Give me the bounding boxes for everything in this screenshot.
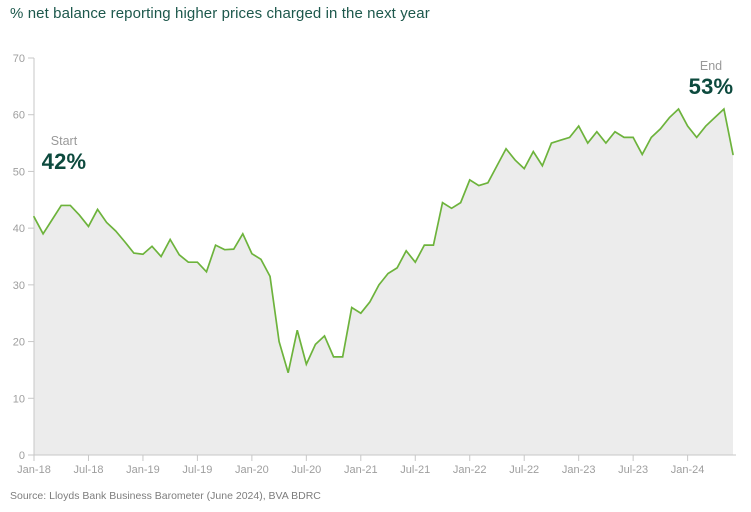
x-tick-label: Jul-23 xyxy=(618,464,648,476)
chart-title: % net balance reporting higher prices ch… xyxy=(10,5,430,22)
x-tick-label: Jul-22 xyxy=(509,464,539,476)
y-tick-label: 40 xyxy=(13,223,25,235)
x-tick-label: Jul-21 xyxy=(400,464,430,476)
y-tick-label: 70 xyxy=(13,53,25,65)
y-tick-label: 20 xyxy=(13,337,25,349)
x-tick-label: Jul-18 xyxy=(73,464,103,476)
x-tick-label: Jul-20 xyxy=(291,464,321,476)
start-annotation-value: 42% xyxy=(41,149,87,175)
x-tick-label: Jan-18 xyxy=(17,464,51,476)
y-tick-label: 60 xyxy=(13,110,25,122)
net-balance-area-chart: 0 10 20 30 40 50 60 70 Jan-18 Jul-18 Jan-19 Jul-19 J… xyxy=(13,53,736,476)
source-note: Source: Lloyds Bank Business Barometer (… xyxy=(10,490,321,502)
end-annotation-value: 53% xyxy=(688,74,734,100)
x-tick-label: Jan-24 xyxy=(671,464,705,476)
x-tick-label: Jul-19 xyxy=(182,464,212,476)
y-tick-label: 10 xyxy=(13,393,25,405)
start-annotation-label: Start xyxy=(50,134,78,148)
x-tick-label: Jan-22 xyxy=(453,464,487,476)
x-tick-label: Jan-19 xyxy=(126,464,160,476)
x-tick-label: Jan-20 xyxy=(235,464,269,476)
y-tick-label: 30 xyxy=(13,280,25,292)
x-tick-label: Jan-23 xyxy=(562,464,596,476)
x-tick-label: Jan-21 xyxy=(344,464,378,476)
price-expectations-line xyxy=(33,107,734,373)
y-tick-label: 50 xyxy=(13,166,25,178)
y-tick-label: 0 xyxy=(19,450,25,462)
end-annotation-label: End xyxy=(699,59,723,73)
start-annotation: Start 42% xyxy=(36,134,92,175)
end-annotation: End 53% xyxy=(681,59,741,100)
area-fill xyxy=(34,109,733,455)
